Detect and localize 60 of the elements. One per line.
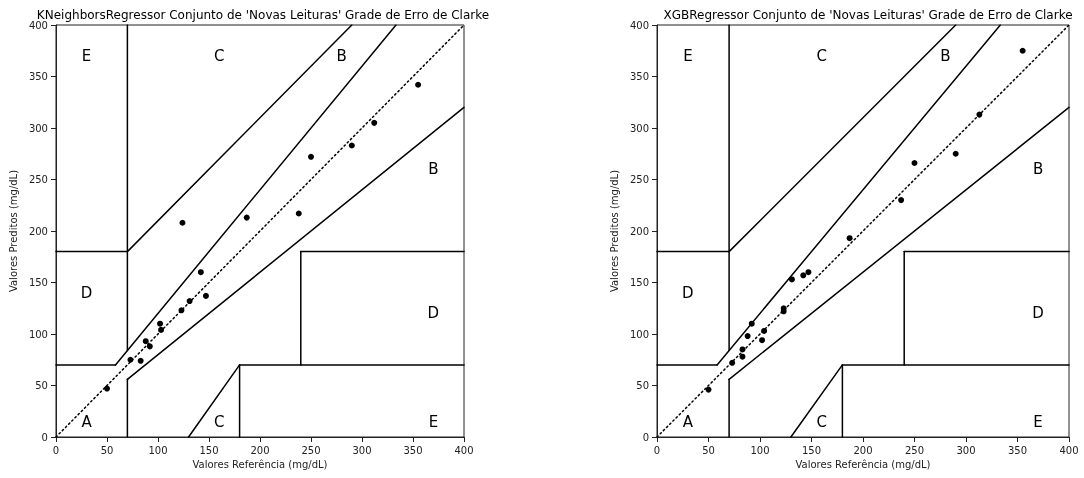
annotation: D	[427, 304, 440, 323]
x-tick-label: 350	[1007, 444, 1028, 456]
x-tick-label: 250	[301, 444, 321, 456]
annotation: A	[81, 412, 93, 431]
y-tick-label: 0	[41, 431, 48, 443]
x-tick-label: 100	[148, 444, 168, 456]
x-tick-label: 150	[801, 444, 822, 456]
x-tick-label: 50	[100, 444, 114, 456]
x-axis-title: Valores Referência (mg/dL)	[795, 459, 931, 471]
y-tick-label: 100	[28, 328, 48, 340]
annotation: E	[683, 46, 693, 65]
annotation: A	[682, 412, 694, 431]
y-tick-label: 50	[35, 380, 48, 391]
annotation: D	[80, 283, 93, 302]
annotation: E	[1033, 412, 1043, 431]
x-tick-label: 150	[199, 444, 219, 456]
y-tick-label: 250	[28, 174, 48, 185]
y-tick-label: 350	[629, 71, 649, 82]
y-tick-label: 150	[28, 277, 48, 288]
x-tick-label: 400	[454, 444, 474, 456]
x-tick-label: 200	[853, 444, 873, 456]
annotation: D	[682, 283, 694, 302]
annotation: D	[1032, 304, 1044, 323]
annotation: E	[428, 412, 439, 431]
annotation: B	[1032, 160, 1044, 179]
y-tick-label: 250	[629, 174, 649, 185]
y-tick-label: 100	[629, 328, 649, 340]
y-tick-label: 150	[629, 277, 649, 288]
x-tick-label: 0	[653, 444, 661, 456]
x-tick-label: 200	[250, 444, 270, 456]
y-axis-title: Valores Preditos (mg/dL)	[7, 169, 19, 293]
y-tick-label: 0	[642, 431, 649, 443]
x-tick-label: 250	[904, 444, 925, 456]
y-tick-label: 200	[28, 225, 48, 237]
x-tick-label: 350	[403, 444, 423, 456]
y-tick-label: 350	[28, 71, 48, 82]
x-tick-label: 0	[52, 444, 60, 456]
y-axis-title: Valores Preditos (mg/dL)	[608, 169, 620, 293]
annotation: C	[213, 412, 225, 431]
chart-title: KNeighborsRegressor Conjunto de 'Novas Leituras' Grade de Erro de Clarke	[36, 8, 490, 22]
y-tick-label: 300	[28, 122, 48, 134]
chart-title: XGBRegressor Conjunto de 'Novas Leituras' Grade de Erro de Clarke	[663, 8, 1073, 22]
annotation: B	[940, 46, 951, 65]
x-tick-label: 50	[702, 444, 715, 456]
y-tick-label: 50	[636, 380, 649, 391]
annotation: B	[428, 160, 439, 179]
x-tick-label: 300	[352, 444, 372, 456]
y-tick-label: 300	[629, 122, 649, 134]
x-tick-label: 100	[750, 444, 770, 456]
y-tick-label: 200	[629, 225, 649, 237]
annotation: B	[336, 46, 347, 65]
x-tick-label: 400	[1059, 444, 1079, 456]
annotation: C	[213, 46, 225, 65]
annotation: E	[81, 46, 92, 65]
x-tick-label: 300	[956, 444, 976, 456]
annotation: C	[816, 412, 828, 431]
x-axis-title: Valores Referência (mg/dL)	[192, 459, 328, 471]
annotation: C	[816, 46, 828, 65]
y-tick-label: 400	[629, 19, 649, 31]
y-tick-label: 400	[28, 19, 48, 31]
